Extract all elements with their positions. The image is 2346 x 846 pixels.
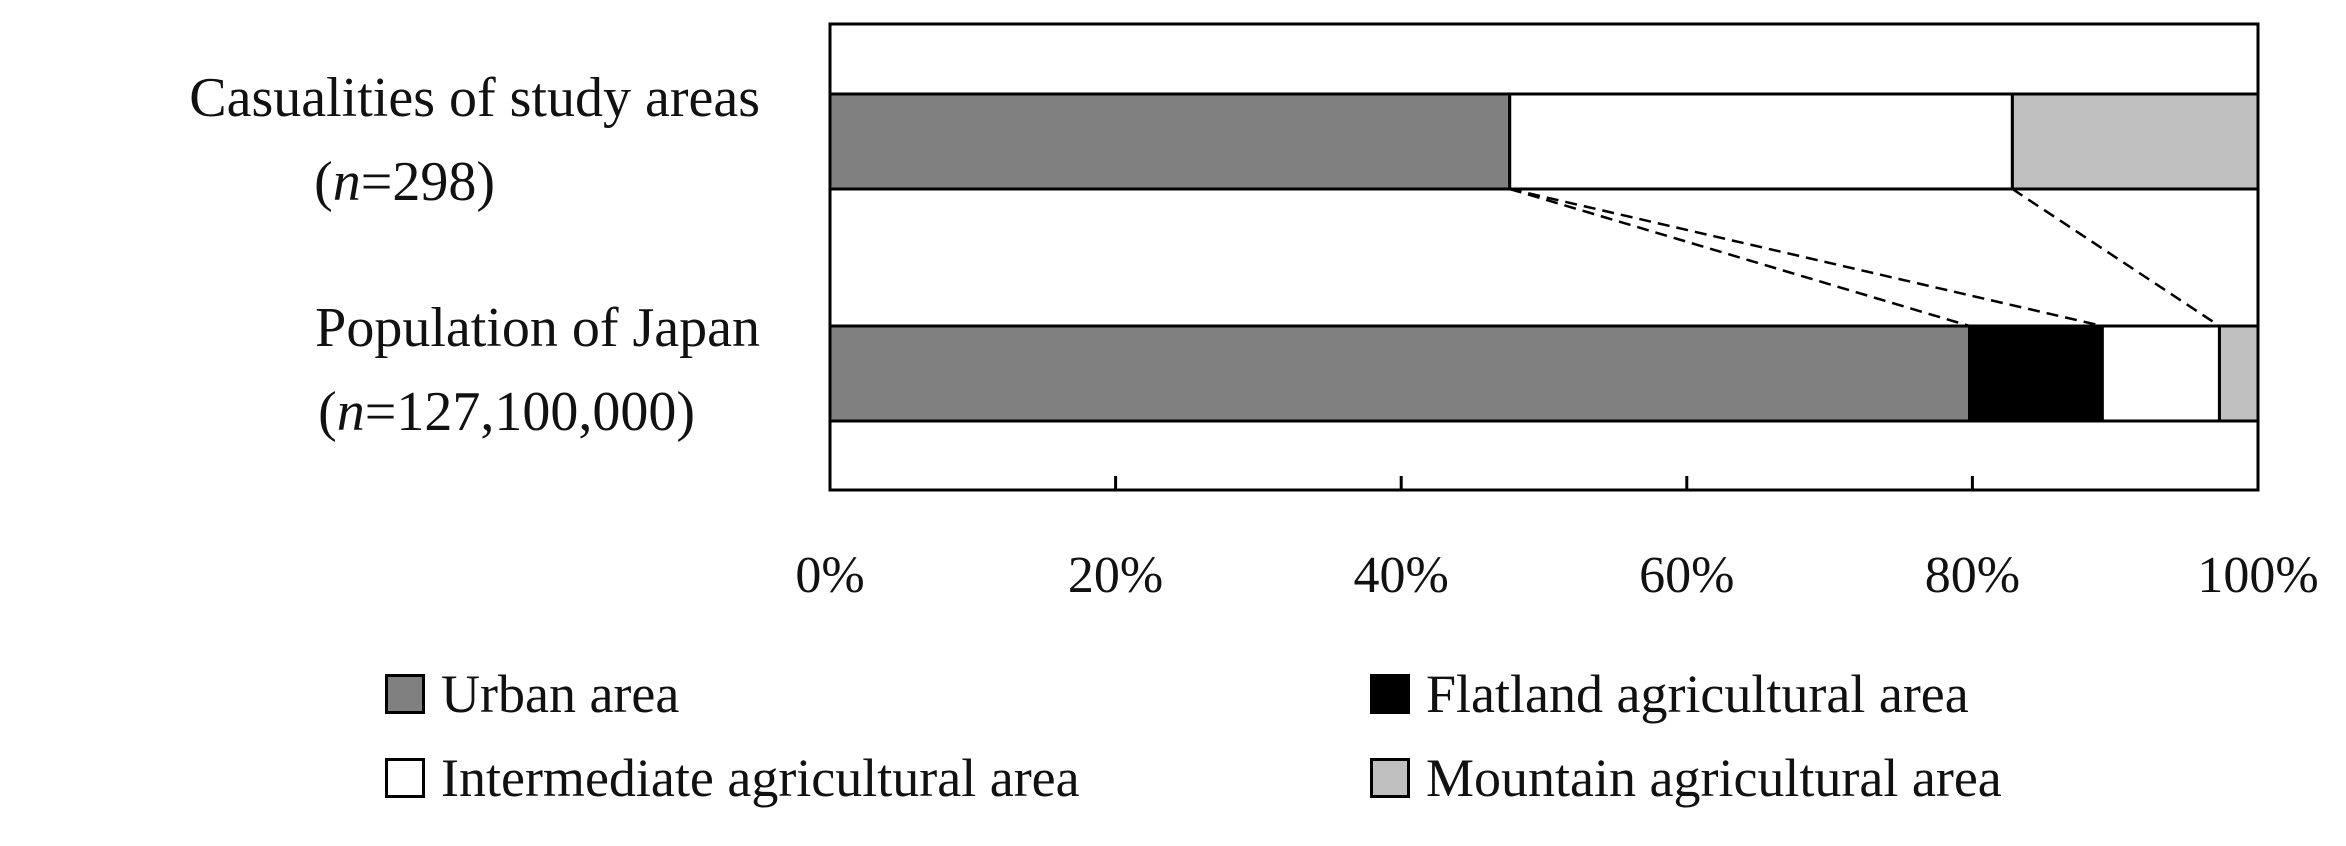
flatland-swatch-icon [1370,674,1410,714]
bar-segment-1-3 [2217,324,2260,423]
urban-swatch-icon [385,674,425,714]
x-tick-label-4: 80% [1925,547,2020,604]
legend-item-urban: Urban area [385,660,679,728]
intermediate-swatch-icon [385,758,425,798]
connector-line-0 [1509,187,1970,328]
legend-item-intermediate: Intermediate agricultural area [385,744,1080,812]
bar-segment-1-2 [2100,324,2221,423]
mountain-swatch-icon [1370,758,1410,798]
bar-segment-0-3 [2010,92,2260,191]
category-label-1: Population of Japan [315,297,760,359]
category-label-0: Casualities of study areas [189,67,760,129]
legend: Urban area Flatland agricultural area In… [385,660,2285,830]
x-tick-label-2: 40% [1354,547,1449,604]
x-tick-label-0: 0% [795,547,864,604]
legend-item-mountain: Mountain agricultural area [1370,744,2002,812]
legend-label-urban: Urban area [441,664,680,724]
connector-line-1 [1509,187,2103,328]
x-tick-label-3: 60% [1639,547,1734,604]
connector-line-2 [2011,187,2221,328]
bar-segment-0-0 [828,92,1512,191]
legend-item-flatland: Flatland agricultural area [1370,660,1969,728]
category-n-label-0: (n=298) [314,151,495,213]
legend-label-mountain: Mountain agricultural area [1426,748,2002,808]
bar-segment-1-0 [828,324,1972,423]
legend-label-flatland: Flatland agricultural area [1426,664,1969,724]
x-tick-label-1: 20% [1068,547,1163,604]
bar-segment-1-1 [1968,324,2104,423]
category-n-label-1: (n=127,100,000) [318,381,695,443]
bar-segment-0-2 [1508,92,2014,191]
legend-label-intermediate: Intermediate agricultural area [441,748,1080,808]
x-tick-label-5: 100% [2197,547,2318,604]
